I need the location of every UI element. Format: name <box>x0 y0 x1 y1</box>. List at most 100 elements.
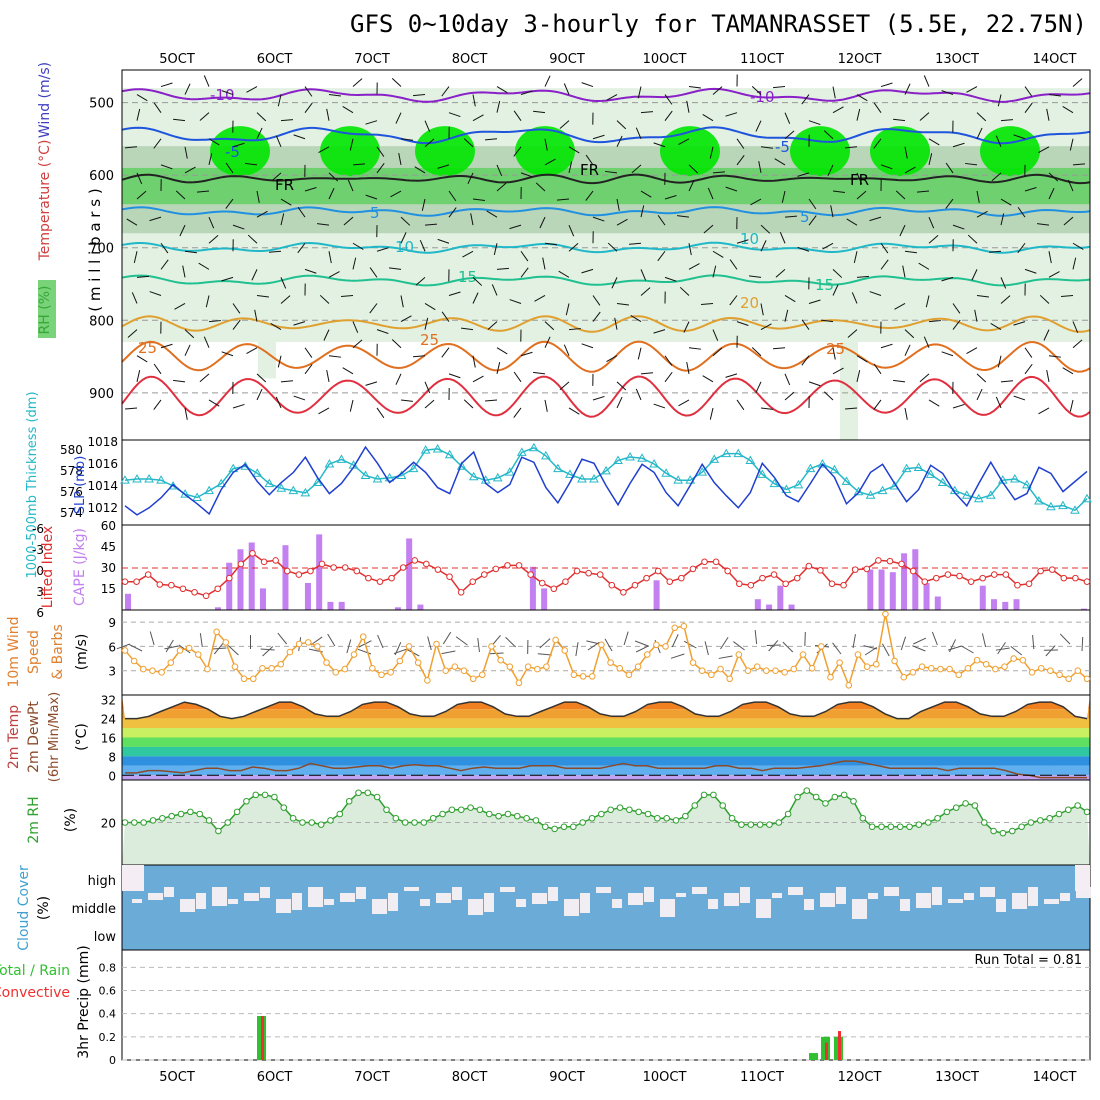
cape-bar <box>304 583 311 610</box>
data-point <box>324 458 335 468</box>
y-tick-label: 900 <box>89 387 114 402</box>
data-point <box>359 633 367 641</box>
li-tick: 6 <box>36 606 44 620</box>
wind-barb <box>563 83 570 95</box>
wind-barb <box>736 155 745 166</box>
wind-barb <box>297 242 306 254</box>
wind-barb <box>462 250 474 258</box>
wind-barb <box>413 355 426 358</box>
wind-barb <box>275 396 282 409</box>
wind-barb <box>160 164 173 170</box>
date-tick-bottom: 13OCT <box>935 1070 979 1085</box>
data-point <box>952 804 960 811</box>
wind-barb <box>605 170 618 174</box>
wind-barb <box>784 215 797 218</box>
wind-barb <box>1072 163 1085 166</box>
cloud-gap <box>1012 893 1027 909</box>
data-point <box>448 806 456 814</box>
wind-barb <box>707 187 714 200</box>
data-point <box>607 806 614 814</box>
data-point <box>373 793 381 801</box>
cloud-gap <box>324 899 334 905</box>
wind-barb <box>463 399 474 409</box>
wind-barb <box>995 396 1002 409</box>
cape-bar <box>979 585 986 610</box>
wind-barb <box>1000 213 1005 226</box>
data-point <box>626 806 633 814</box>
wind-barb <box>664 110 673 121</box>
slp-tick: 1014 <box>87 479 118 493</box>
wind-barb <box>328 251 332 264</box>
wind-barb <box>904 166 916 174</box>
wind-barb <box>347 179 354 192</box>
data-point <box>570 671 578 679</box>
data-point <box>314 643 321 650</box>
date-tick-top: 10OCT <box>643 52 687 67</box>
chart-title: GFS 0~10day 3-hourly for TAMANRASSET (5.… <box>350 10 1087 38</box>
rh-moist-core <box>320 126 380 177</box>
data-point <box>678 574 685 582</box>
wind-barb <box>832 269 843 278</box>
wind-barb <box>856 108 861 121</box>
wind-barb <box>318 407 330 415</box>
wind-barb <box>509 299 522 304</box>
wind-barb <box>1048 251 1052 264</box>
date-tick-bottom: 6OCT <box>257 1070 293 1085</box>
temp-unit-label: (°C) <box>74 723 90 751</box>
wind-barb <box>823 130 834 140</box>
data-point <box>1058 500 1068 510</box>
wind-barb <box>280 277 287 289</box>
data-point <box>747 581 755 589</box>
data-point <box>401 819 409 826</box>
wind-barb <box>760 240 767 252</box>
data-point <box>588 673 596 680</box>
freezing-level <box>121 173 1091 185</box>
wind-barb <box>1000 277 1007 289</box>
data-point <box>388 574 395 582</box>
data-point <box>661 468 671 477</box>
cape-tick: 15 <box>101 582 116 596</box>
data-point <box>488 643 495 650</box>
data-point <box>573 567 581 575</box>
wind-barb <box>1048 94 1061 97</box>
data-point <box>625 671 633 679</box>
data-point <box>753 663 761 670</box>
wind-barb <box>246 86 258 93</box>
rh2m-label: 2m RH <box>26 796 42 843</box>
data-point <box>653 641 660 649</box>
wind-barb <box>520 250 529 262</box>
data-point <box>355 789 362 797</box>
rh-moist-core <box>790 126 850 177</box>
data-point <box>276 483 287 492</box>
wind-barb <box>917 190 930 193</box>
wind-barb <box>773 86 786 89</box>
data-point <box>579 819 586 826</box>
data-point <box>336 454 347 463</box>
data-point <box>289 814 297 822</box>
wind-barb <box>126 218 138 226</box>
wind-barb <box>702 375 714 383</box>
wind-barb <box>997 642 1006 655</box>
wind-barb <box>149 631 155 646</box>
data-point <box>504 562 511 569</box>
data-point <box>214 585 222 593</box>
data-point <box>204 665 211 673</box>
wind-barb <box>630 314 642 323</box>
data-point <box>323 659 330 666</box>
wind-barb <box>493 243 498 256</box>
data-point <box>691 802 699 809</box>
data-point <box>202 592 210 600</box>
data-point <box>277 660 285 668</box>
cloud-gap <box>484 893 494 912</box>
wind-barb <box>1059 633 1071 645</box>
data-point <box>513 812 521 820</box>
data-point <box>149 817 157 824</box>
wind-barb <box>472 114 484 122</box>
wind-barb <box>455 636 468 646</box>
wind-barb <box>931 631 938 646</box>
wind-barb <box>352 242 364 250</box>
temp-color-band <box>122 728 1090 738</box>
data-point <box>980 819 988 826</box>
data-point <box>608 581 616 589</box>
contour-label: 20 <box>740 294 759 312</box>
